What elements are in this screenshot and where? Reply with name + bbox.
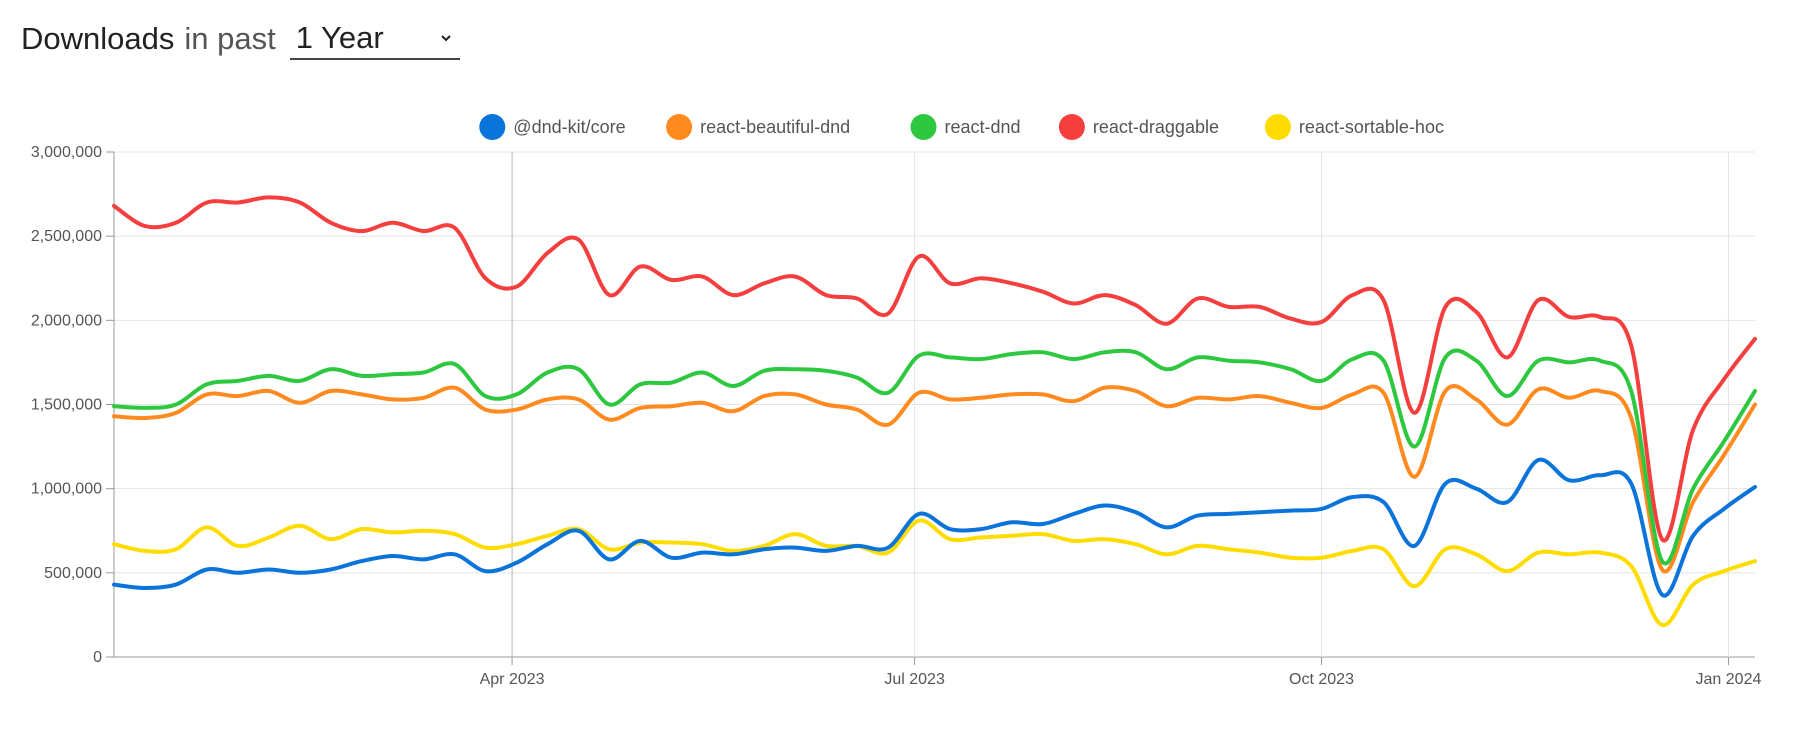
period-select-value: 1 Year xyxy=(295,20,384,55)
x-tick-label: Jul 2023 xyxy=(884,671,945,688)
legend-label: react-beautiful-dnd xyxy=(700,117,850,137)
downloads-title: Downloads xyxy=(21,21,175,56)
legend-item-react-beautiful-dnd: react-beautiful-dnd xyxy=(666,114,850,140)
legend-swatch xyxy=(666,114,693,140)
y-tick-label: 1,500,000 xyxy=(31,397,102,414)
series-line-react-sortable-hoc xyxy=(112,518,1757,627)
legend-item-react-draggable: react-draggable xyxy=(1058,114,1219,140)
chart-series xyxy=(112,195,1757,627)
series-line-react-draggable xyxy=(112,195,1757,543)
chart-grid xyxy=(114,151,1755,658)
y-tick-label: 3,000,000 xyxy=(31,144,102,161)
legend-label: react-sortable-hoc xyxy=(1299,117,1444,137)
legend-item-react-sortable-hoc: react-sortable-hoc xyxy=(1264,114,1444,140)
legend-item-react-dnd: react-dnd xyxy=(910,114,1021,140)
legend-swatch xyxy=(479,114,506,140)
x-tick-label: Jan 2024 xyxy=(1696,671,1762,688)
chart-legend: @dnd-kit/core react-beautiful-dnd react-dn… xyxy=(479,114,1444,140)
chevron-down-icon xyxy=(441,35,451,42)
series-line-dnd-kit-core xyxy=(112,457,1757,598)
series-line-react-beautiful-dnd xyxy=(112,384,1757,574)
legend-swatch xyxy=(1264,114,1291,140)
y-tick-label: 2,000,000 xyxy=(31,312,102,329)
legend-label: react-draggable xyxy=(1093,117,1219,137)
y-tick-label: 0 xyxy=(93,649,102,666)
chart-axes: 0 500,000 1,000,000 1,500,000 2,000,000 2,500… xyxy=(31,144,1762,688)
period-select[interactable]: 1 Year xyxy=(289,18,460,60)
y-tick-label: 1,000,000 xyxy=(31,481,102,498)
x-tick-label: Oct 2023 xyxy=(1289,671,1354,688)
downloads-line-chart: 0 500,000 1,000,000 1,500,000 2,000,000 2,500… xyxy=(31,114,1762,688)
series-line-react-dnd xyxy=(112,348,1757,566)
x-tick-label: Apr 2023 xyxy=(480,671,545,688)
legend-item-dnd-kit-core: @dnd-kit/core xyxy=(479,114,626,140)
downloads-subtitle: in past xyxy=(184,21,276,56)
downloads-header: Downloads in past 1 Year xyxy=(21,14,460,64)
y-tick-label: 2,500,000 xyxy=(31,228,102,245)
legend-swatch xyxy=(910,114,937,140)
legend-swatch xyxy=(1058,114,1085,140)
y-tick-label: 500,000 xyxy=(44,565,102,582)
legend-label: react-dnd xyxy=(945,117,1021,137)
legend-label: @dnd-kit/core xyxy=(513,117,625,137)
